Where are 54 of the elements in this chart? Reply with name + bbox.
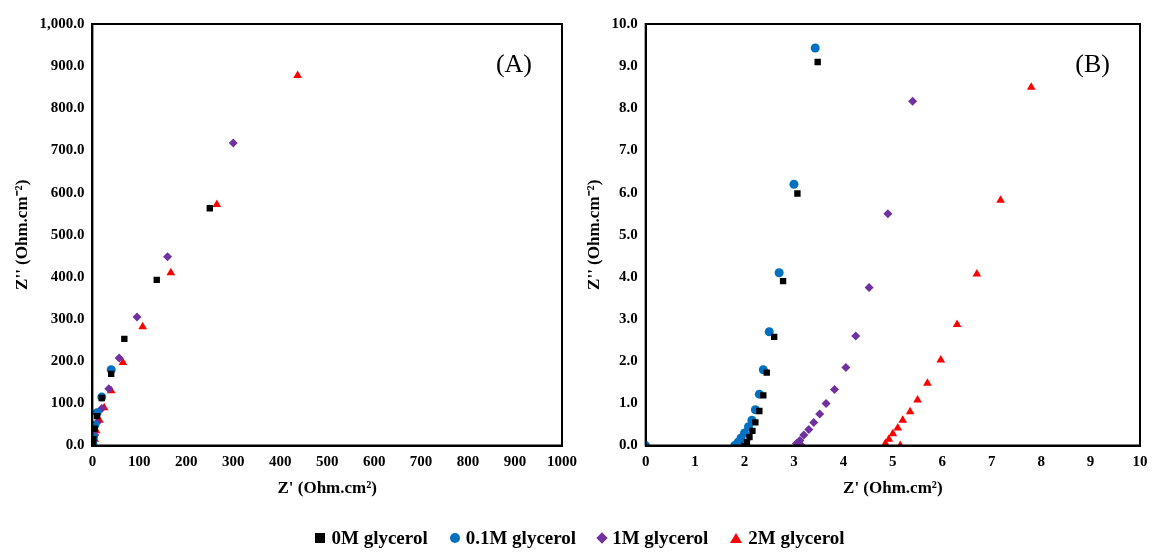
y-tick-label: 1,000.0 [39,14,85,31]
y-tick-label: 9.0 [618,57,638,74]
y-axis-title: Z'' (Ohm.cm⁻²) [583,179,603,290]
x-tick-label: 5 [889,453,897,470]
annotation: (A) [495,48,532,78]
x-tick-label: 10 [1132,453,1148,470]
x-tick-label: 7 [987,453,996,470]
y-tick-label: 100.0 [50,394,85,411]
y-tick-label: 4.0 [618,267,638,284]
x-tick-label: 100 [128,453,151,470]
x-axis-title: Z' (Ohm.cm²) [843,478,943,498]
x-tick-label: 600 [362,453,386,470]
y-tick-label: 10.0 [611,14,638,31]
y-tick-label: 5.0 [618,225,638,242]
legend-label: 2M glycerol [748,527,845,549]
y-tick-label: 900.0 [50,57,85,74]
x-tick-label: 2 [740,453,749,470]
y-tick-label: 8.0 [618,99,638,116]
y-tick-label: 500.0 [50,225,85,242]
y-tick-label: 600.0 [50,183,85,200]
legend-label: 0M glycerol [331,527,428,549]
y-tick-label: 200.0 [50,352,85,369]
y-tick-label: 0.0 [618,436,638,453]
x-tick-label: 3 [790,453,798,470]
x-tick-label: 1000 [547,453,577,470]
legend-label: 0.1M glycerol [465,527,577,549]
x-tick-label: 800 [456,453,480,470]
x-tick-label: 8 [1037,453,1045,470]
x-tick-label: 400 [268,453,292,470]
annotation: (B) [1075,48,1110,78]
y-tick-label: 0.0 [65,436,85,453]
x-tick-label: 200 [175,453,198,470]
y-tick-label: 7.0 [618,141,638,158]
x-tick-label: 900 [503,453,527,470]
x-tick-label: 9 [1086,453,1095,470]
legend-label: 1M glycerol [612,527,709,549]
x-tick-label: 0 [641,453,650,470]
y-tick-label: 800.0 [50,99,85,116]
y-tick-label: 400.0 [50,267,85,284]
x-tick-label: 700 [409,453,433,470]
x-tick-label: 6 [938,453,947,470]
x-axis-title: Z' (Ohm.cm²) [277,478,377,498]
x-tick-label: 1 [691,453,699,470]
x-tick-label: 300 [222,453,245,470]
x-tick-label: 500 [315,453,339,470]
y-tick-label: 2.0 [618,352,638,369]
x-tick-label: 4 [839,453,848,470]
y-tick-label: 300.0 [50,309,85,326]
y-tick-label: 1.0 [618,394,638,411]
y-tick-label: 6.0 [618,183,638,200]
y-tick-label: 700.0 [50,141,85,158]
y-tick-label: 3.0 [618,309,638,326]
y-axis-title: Z'' (Ohm.cm⁻²) [11,179,31,290]
x-tick-label: 0 [88,453,97,470]
